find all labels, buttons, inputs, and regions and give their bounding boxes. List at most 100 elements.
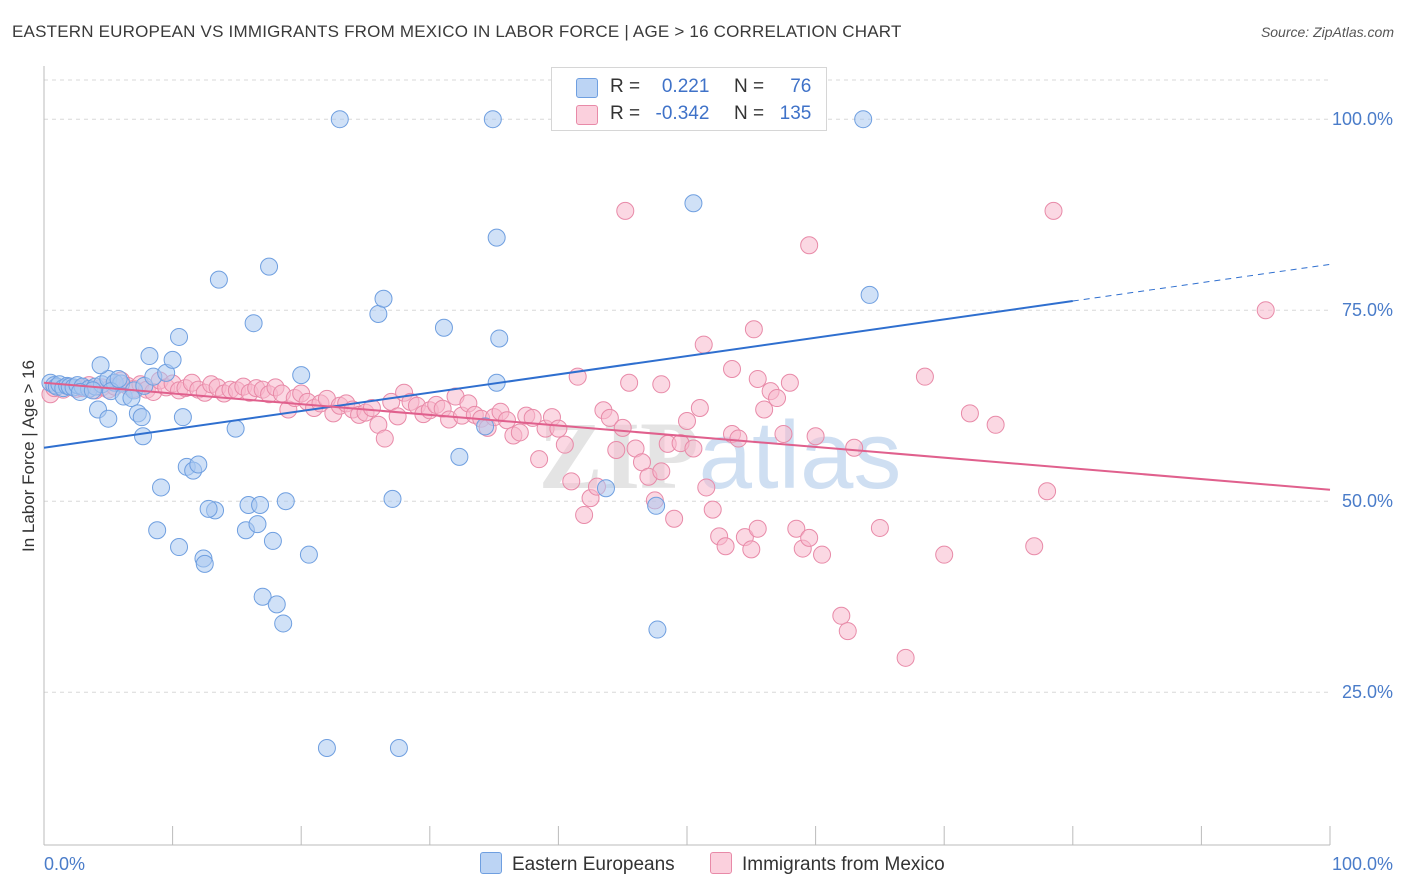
point-eastern-european — [170, 538, 189, 557]
point-eastern-european — [648, 620, 667, 639]
r-label: R = — [610, 103, 641, 124]
point-eastern-european — [487, 228, 506, 247]
point-eastern-european — [434, 318, 453, 337]
point-immigrant-from-mexico — [896, 648, 915, 667]
y-tick-label: 100.0% — [1332, 109, 1393, 129]
point-immigrant-from-mexico — [845, 438, 864, 457]
point-immigrant-from-mexico — [555, 435, 574, 454]
point-eastern-european — [299, 545, 318, 564]
point-immigrant-from-mexico — [806, 427, 825, 446]
point-eastern-european — [292, 366, 311, 385]
point-immigrant-from-mexico — [780, 373, 799, 392]
point-eastern-european — [383, 489, 402, 508]
point-eastern-european — [263, 531, 282, 550]
point-immigrant-from-mexico — [1038, 482, 1057, 501]
point-eastern-european — [195, 554, 214, 573]
legend-label: Immigrants from Mexico — [742, 854, 945, 875]
point-eastern-european — [330, 110, 349, 129]
point-immigrant-from-mexico — [838, 622, 857, 641]
point-immigrant-from-mexico — [616, 201, 635, 220]
point-eastern-european — [189, 455, 208, 474]
point-immigrant-from-mexico — [742, 540, 761, 559]
point-immigrant-from-mexico — [652, 462, 671, 481]
point-immigrant-from-mexico — [729, 429, 748, 448]
point-eastern-european — [490, 329, 509, 348]
r-value: -0.342 — [655, 103, 710, 124]
point-eastern-european — [244, 314, 263, 333]
point-eastern-european — [317, 738, 336, 757]
x-tick-labels: 0.0% 100.0% — [44, 854, 1393, 874]
point-immigrant-from-mexico — [986, 415, 1005, 434]
point-eastern-european — [267, 595, 286, 614]
series-eastern-europeans — [41, 110, 879, 757]
point-eastern-european — [854, 110, 873, 129]
series-legend: Eastern Europeans Immigrants from Mexico — [0, 850, 1406, 880]
point-immigrant-from-mexico — [744, 320, 763, 339]
n-value: 135 — [779, 103, 812, 124]
point-immigrant-from-mexico — [1044, 201, 1063, 220]
point-immigrant-from-mexico — [690, 398, 709, 417]
point-eastern-european — [274, 614, 293, 633]
point-immigrant-from-mexico — [510, 423, 529, 442]
point-immigrant-from-mexico — [362, 398, 381, 417]
point-immigrant-from-mexico — [684, 439, 703, 458]
point-eastern-european — [389, 738, 408, 757]
axes — [43, 66, 1331, 846]
point-eastern-european — [476, 417, 495, 436]
point-immigrant-from-mexico — [832, 606, 851, 625]
y-tick-label: 25.0% — [1342, 682, 1393, 702]
point-immigrant-from-mexico — [375, 429, 394, 448]
chart-source: Source: ZipAtlas.com — [1260, 24, 1394, 40]
point-immigrant-from-mexico — [787, 519, 806, 538]
n-label: N = — [733, 76, 765, 97]
point-immigrant-from-mexico — [723, 360, 742, 379]
point-eastern-european — [860, 285, 879, 304]
point-eastern-european — [170, 327, 189, 346]
legend-swatch-blue — [576, 78, 598, 98]
point-eastern-european — [140, 347, 159, 366]
point-eastern-european — [91, 356, 110, 375]
point-immigrant-from-mexico — [748, 369, 767, 388]
point-eastern-european — [684, 194, 703, 213]
point-immigrant-from-mexico — [620, 373, 639, 392]
y-tick-label: 50.0% — [1342, 491, 1393, 511]
point-immigrant-from-mexico — [562, 472, 581, 491]
trend-line — [43, 300, 1073, 449]
point-immigrant-from-mexico — [600, 408, 619, 427]
point-eastern-european — [163, 350, 182, 369]
point-eastern-european — [134, 427, 153, 446]
chart-title: EASTERN EUROPEAN VS IMMIGRANTS FROM MEXI… — [12, 22, 902, 41]
legend-label: Eastern Europeans — [512, 854, 675, 875]
point-immigrant-from-mexico — [768, 389, 787, 408]
y-tick-labels: 25.0% 50.0% 75.0% 100.0% — [1332, 109, 1393, 702]
point-eastern-european — [260, 257, 279, 276]
point-immigrant-from-mexico — [935, 545, 954, 564]
point-immigrant-from-mexico — [697, 478, 716, 497]
point-immigrant-from-mexico — [703, 500, 722, 519]
point-immigrant-from-mexico — [774, 424, 793, 443]
point-immigrant-from-mexico — [813, 545, 832, 564]
point-eastern-european — [148, 521, 167, 540]
point-eastern-european — [251, 496, 270, 515]
y-tick-label: 75.0% — [1342, 300, 1393, 320]
n-label: N = — [733, 103, 765, 124]
legend-item-eastern-europeans: Eastern Europeans — [480, 852, 675, 876]
point-immigrant-from-mexico — [960, 404, 979, 423]
point-immigrant-from-mexico — [575, 505, 594, 524]
watermark-atlas: atlas — [699, 402, 902, 509]
point-immigrant-from-mexico — [549, 419, 568, 438]
x-tick-label: 0.0% — [44, 854, 85, 874]
point-immigrant-from-mexico — [1256, 301, 1275, 320]
point-eastern-european — [152, 478, 171, 497]
point-eastern-european — [99, 409, 118, 428]
point-eastern-european — [369, 305, 388, 324]
point-immigrant-from-mexico — [665, 509, 684, 528]
point-immigrant-from-mexico — [748, 519, 767, 538]
r-label: R = — [610, 76, 641, 97]
stats-legend: R = 0.221 N = 76 R = -0.342 N = 135 — [551, 67, 827, 131]
point-immigrant-from-mexico — [755, 400, 774, 419]
point-eastern-european — [83, 381, 102, 400]
point-immigrant-from-mexico — [530, 450, 549, 469]
point-eastern-european — [483, 110, 502, 129]
